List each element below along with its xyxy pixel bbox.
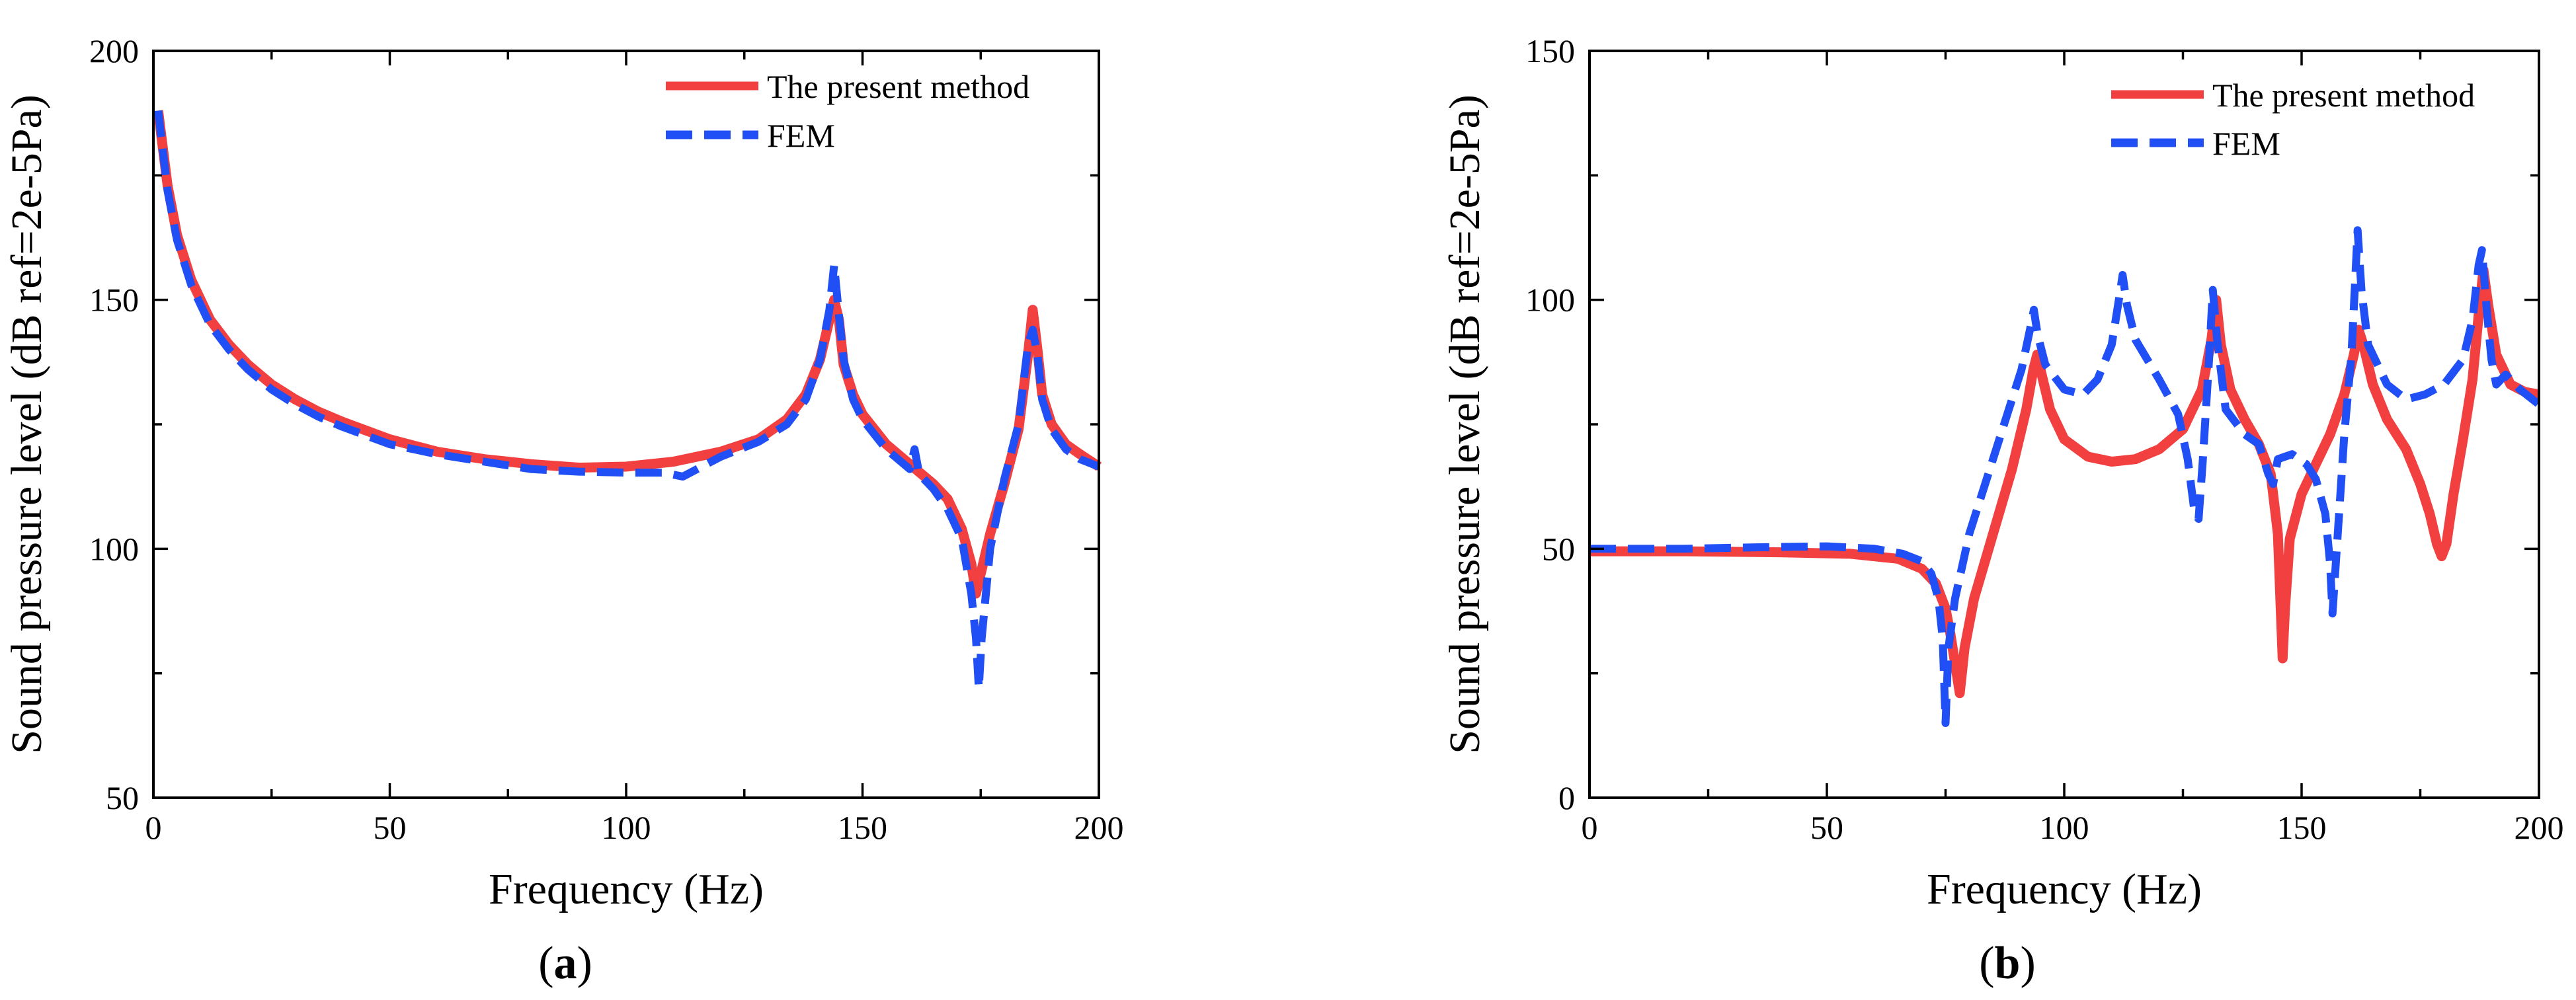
tick-labels-b: 0 50 100 150 200 0 50 100 150	[1525, 32, 2564, 846]
x-tick-label-a: 150	[838, 809, 887, 846]
x-tick-label-b: 50	[1810, 809, 1843, 846]
y-tick-label-a: 50	[106, 779, 139, 816]
x-tick-label-a: 50	[374, 809, 407, 846]
x-tick-label-a: 0	[145, 809, 162, 846]
x-tick-label-b: 0	[1582, 809, 1598, 846]
x-tick-label-b: 200	[2515, 809, 2564, 846]
y-axis-title-a: Sound pressure level (dB ref=2e-5Pa)	[3, 95, 51, 754]
plot-frame-b	[1588, 50, 2540, 799]
legend-label-present-b: The present method	[2212, 77, 2475, 114]
x-tick-label-a: 200	[1074, 809, 1124, 846]
ticks-b	[1588, 50, 2540, 799]
legend-a: The present method FEM	[666, 68, 1029, 154]
x-axis-title-a: Frequency (Hz)	[489, 865, 764, 913]
series-line-present-method-b	[1590, 265, 2540, 699]
plot-lines-b	[1590, 226, 2542, 727]
panel-letter-a: a	[554, 938, 577, 989]
x-axis-title-b: Frequency (Hz)	[1927, 865, 2202, 913]
series-line-fem-b	[1590, 226, 2542, 727]
y-tick-label-a: 200	[89, 32, 139, 69]
chart-panel-b: 0 50 100 150 200 0 50 100 150 Frequency (Hz) Sou…	[1441, 32, 2564, 989]
plot-lines-a	[153, 110, 1102, 693]
y-axis-title-b: Sound pressure level (dB ref=2e-5Pa)	[1441, 95, 1489, 754]
y-tick-label-a: 100	[89, 530, 139, 567]
legend-label-fem-a: FEM	[767, 117, 835, 154]
series-line-present-method-a	[153, 110, 1102, 599]
panel-label-a: (a)	[538, 938, 592, 989]
y-tick-label-b: 50	[1542, 530, 1575, 567]
y-tick-label-a: 150	[89, 282, 139, 319]
series-line-fem-a	[154, 110, 1101, 693]
x-tick-label-a: 100	[602, 809, 651, 846]
x-tick-label-b: 150	[2277, 809, 2327, 846]
y-tick-label-b: 150	[1525, 32, 1575, 69]
ticks-a	[152, 50, 1100, 799]
legend-b: The present method FEM	[2111, 77, 2475, 162]
y-tick-label-b: 100	[1525, 282, 1575, 319]
panel-label-b: (b)	[1979, 938, 2036, 989]
legend-label-present-a: The present method	[767, 68, 1029, 105]
x-tick-label-b: 100	[2040, 809, 2089, 846]
legend-label-fem-b: FEM	[2212, 125, 2280, 162]
panel-letter-b: b	[1995, 938, 2021, 989]
plot-frame-a	[152, 50, 1100, 799]
y-tick-label-b: 0	[1558, 779, 1575, 816]
